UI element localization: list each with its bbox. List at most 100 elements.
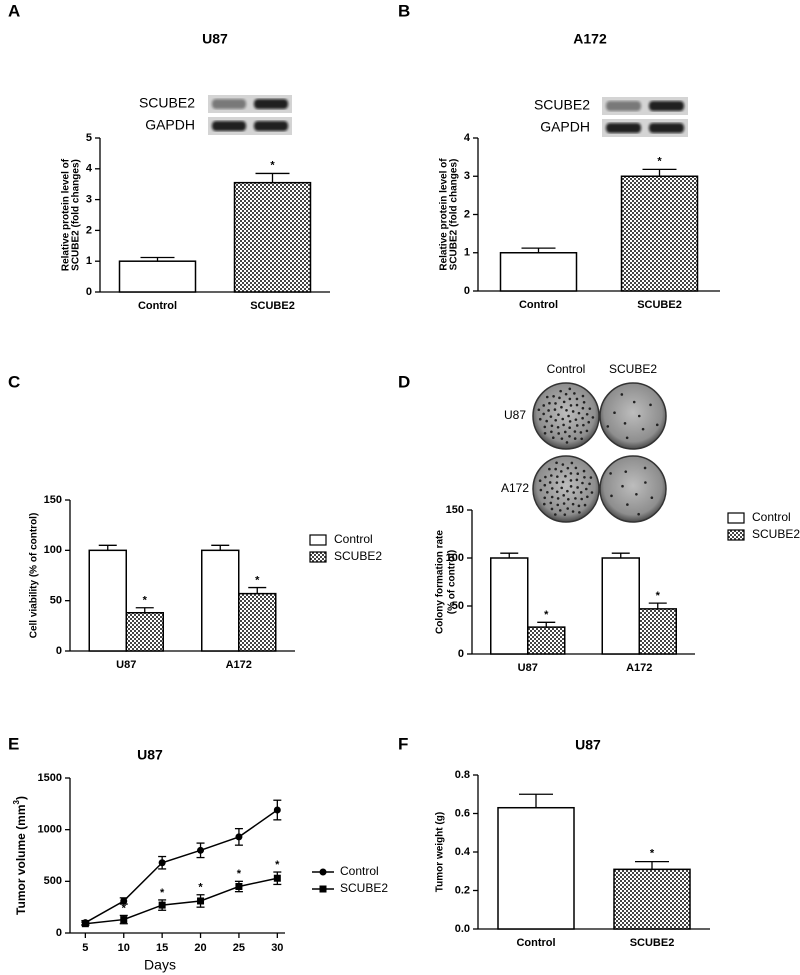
point bbox=[197, 897, 205, 905]
significance: * bbox=[122, 902, 127, 914]
colony bbox=[573, 437, 577, 440]
colony bbox=[543, 483, 547, 487]
colony bbox=[570, 461, 574, 465]
colony bbox=[579, 431, 583, 434]
y-tick-label: 0 bbox=[464, 285, 470, 297]
colony bbox=[625, 436, 629, 440]
colony bbox=[613, 411, 616, 415]
colony bbox=[637, 512, 640, 516]
plate-column-label: Control bbox=[547, 362, 586, 376]
colony bbox=[567, 497, 570, 501]
colony bbox=[582, 469, 586, 473]
colony bbox=[620, 393, 624, 396]
blot-label: SCUBE2 bbox=[534, 97, 590, 113]
colony bbox=[584, 487, 588, 491]
colony bbox=[568, 420, 572, 423]
y-tick-label: 500 bbox=[44, 875, 62, 887]
colony bbox=[557, 432, 560, 435]
y-tick-label: 4 bbox=[86, 163, 93, 175]
x-tick-label: SCUBE2 bbox=[250, 300, 295, 312]
colony bbox=[549, 501, 553, 505]
y-tick-label: 100 bbox=[44, 544, 62, 556]
colony bbox=[573, 392, 576, 395]
colony bbox=[568, 435, 571, 438]
colony bbox=[562, 494, 566, 497]
legend-label: SCUBE2 bbox=[752, 527, 800, 541]
colony bbox=[550, 430, 553, 434]
colony bbox=[543, 432, 547, 435]
y-tick-label: 0 bbox=[56, 645, 62, 657]
colony bbox=[565, 441, 569, 444]
y-tick-label: 150 bbox=[44, 494, 62, 506]
point bbox=[197, 846, 205, 854]
blot-band bbox=[606, 101, 641, 111]
series-line bbox=[85, 877, 278, 925]
colony bbox=[579, 491, 583, 494]
colony bbox=[567, 414, 570, 418]
y-tick-label: 0.4 bbox=[455, 846, 471, 858]
colony bbox=[556, 475, 559, 478]
bar bbox=[490, 557, 529, 655]
colony bbox=[548, 467, 551, 471]
colony bbox=[548, 401, 551, 405]
y-axis-label-sup: 3 bbox=[12, 799, 21, 804]
y-tick-label: 4 bbox=[464, 132, 471, 144]
point bbox=[273, 874, 281, 882]
colony bbox=[626, 503, 629, 506]
dish bbox=[599, 382, 667, 450]
colony bbox=[581, 394, 585, 398]
colony bbox=[542, 412, 545, 416]
significance: * bbox=[544, 609, 549, 621]
x-tick-label: Control bbox=[519, 299, 558, 311]
colony bbox=[643, 466, 647, 470]
colony bbox=[585, 412, 589, 416]
plate-row-label: U87 bbox=[504, 408, 526, 422]
significance: * bbox=[650, 848, 655, 860]
colony bbox=[572, 491, 575, 494]
point bbox=[120, 897, 128, 905]
y-axis-label-end: ) bbox=[14, 796, 28, 800]
legend-label: SCUBE2 bbox=[340, 881, 388, 895]
colony bbox=[555, 481, 559, 484]
colony bbox=[557, 413, 560, 416]
colony bbox=[564, 392, 568, 396]
y-tick-label: 0.8 bbox=[455, 769, 470, 781]
colony bbox=[574, 497, 577, 500]
bar bbox=[238, 592, 277, 652]
colony bbox=[553, 408, 557, 411]
point bbox=[158, 859, 166, 867]
colony bbox=[545, 395, 549, 399]
colony bbox=[537, 408, 541, 412]
blot-band bbox=[254, 99, 288, 109]
y-tick-label: 0 bbox=[56, 927, 62, 939]
colony bbox=[578, 511, 581, 514]
colony bbox=[574, 466, 578, 470]
colony bbox=[583, 475, 586, 479]
panel-letter: F bbox=[398, 734, 408, 753]
point bbox=[235, 833, 243, 841]
legend-swatch bbox=[727, 529, 745, 541]
plate-column-label: SCUBE2 bbox=[609, 362, 657, 376]
significance: * bbox=[657, 155, 662, 167]
x-tick-label: U87 bbox=[116, 659, 136, 671]
colony bbox=[556, 497, 560, 500]
colony bbox=[568, 397, 572, 401]
colony bbox=[588, 407, 592, 410]
colony bbox=[548, 481, 552, 484]
bar bbox=[497, 806, 575, 930]
colony bbox=[568, 387, 572, 391]
significance: * bbox=[237, 868, 242, 880]
colony bbox=[542, 502, 546, 506]
colony bbox=[547, 409, 550, 412]
colony bbox=[562, 502, 566, 505]
blot-label: SCUBE2 bbox=[139, 95, 195, 111]
colony bbox=[549, 415, 553, 418]
colony bbox=[551, 436, 555, 440]
panel-letter: B bbox=[398, 1, 410, 20]
colony bbox=[556, 425, 560, 429]
legend-swatch bbox=[309, 551, 327, 563]
colony bbox=[582, 423, 585, 427]
blot-label: GAPDH bbox=[145, 117, 195, 133]
colony bbox=[560, 486, 564, 490]
y-tick-label: 150 bbox=[446, 504, 464, 516]
